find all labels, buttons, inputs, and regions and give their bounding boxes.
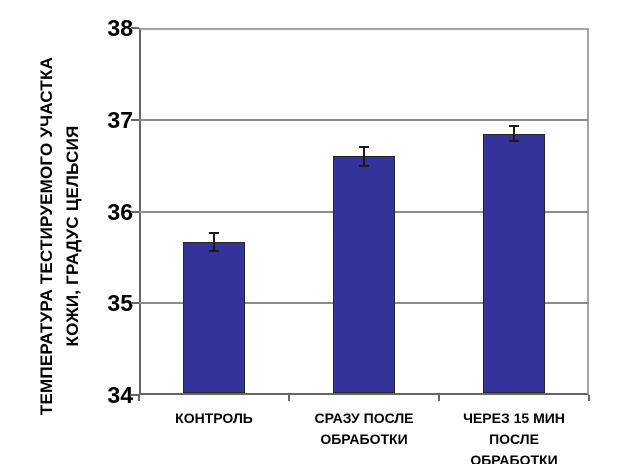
x-axis-tick	[588, 395, 590, 401]
error-bar-cap-top	[509, 125, 519, 128]
error-bar-cap-bottom	[509, 139, 519, 142]
x-axis-tick	[288, 395, 290, 401]
bar	[333, 156, 395, 393]
error-bar-cap-top	[209, 231, 219, 234]
bar	[483, 133, 545, 393]
gridline	[139, 118, 589, 121]
error-bar-cap-bottom	[209, 249, 219, 252]
y-tick-label: 38	[107, 15, 133, 41]
y-axis-tick	[131, 27, 139, 29]
x-category-label: ЧЕРЕЗ 15 МИН ПОСЛЕ ОБРАБОТКИ	[463, 410, 565, 464]
y-axis-tick	[131, 302, 139, 305]
y-axis-tick	[131, 210, 139, 213]
x-category-label: КОНТРОЛЬ	[175, 410, 253, 426]
y-axis-tick	[131, 118, 139, 121]
x-axis-tick	[438, 395, 440, 401]
bar	[183, 241, 245, 393]
y-tick-label: 35	[107, 290, 133, 317]
error-bar	[513, 126, 515, 141]
error-bar	[363, 147, 365, 166]
error-bar	[213, 232, 215, 251]
x-category-label: СРАЗУ ПОСЛЕ ОБРАБОТКИ	[314, 410, 414, 447]
y-tick-label: 34	[107, 382, 133, 408]
error-bar-cap-bottom	[359, 164, 369, 167]
y-tick-label: 37	[107, 106, 133, 133]
error-bar-cap-top	[359, 146, 369, 149]
x-axis-tick	[138, 395, 140, 401]
y-tick-label: 36	[107, 198, 133, 225]
y-axis-tick	[131, 394, 139, 396]
